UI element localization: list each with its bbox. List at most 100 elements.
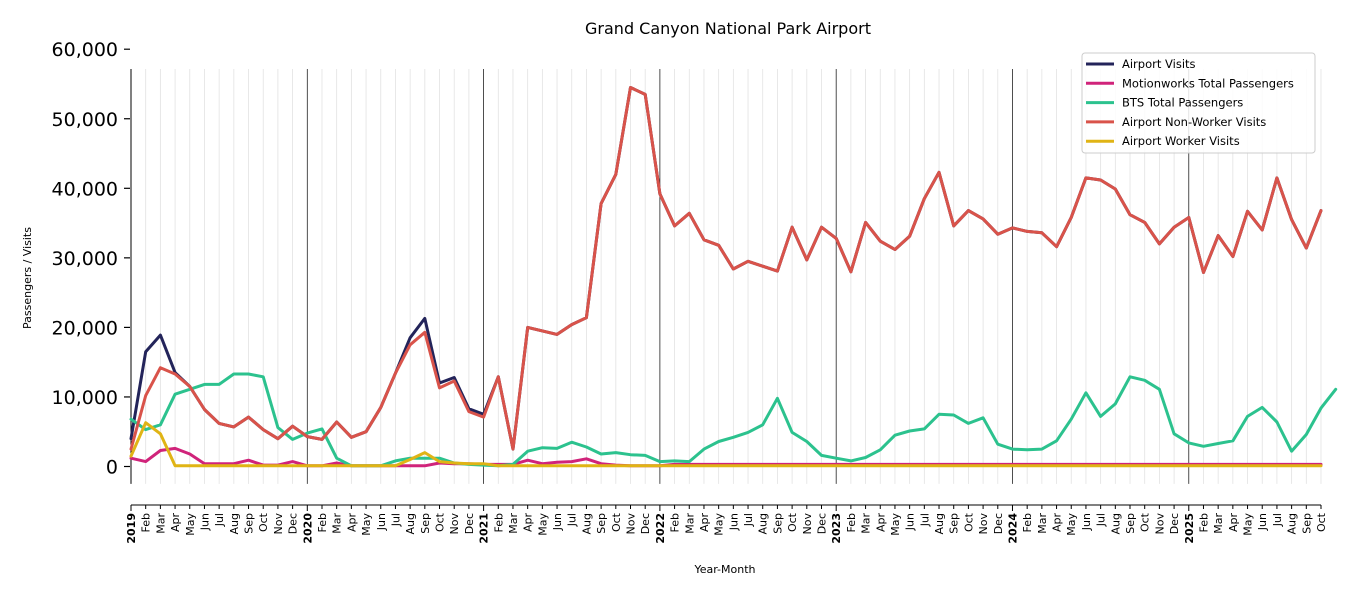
x-tick-label-year: 2021 [478,513,491,544]
x-tick-label-month: Oct [610,512,623,532]
x-tick-label-month: Aug [757,513,770,534]
x-tick-label-month: Feb [1197,513,1210,532]
y-tick-label: 0 [106,457,118,479]
x-tick-label-month: Aug [404,513,417,534]
x-tick-label-month: Jul [566,513,579,527]
y-axis-label: Passengers / Visits [21,227,34,329]
x-tick-label-month: Oct [1139,512,1152,532]
chart-title: Grand Canyon National Park Airport [585,19,871,38]
x-tick-label-month: Aug [228,513,241,534]
x-tick-label-month: Nov [448,513,461,535]
x-tick-label-month: Sep [771,513,784,534]
x-tick-label-year: 2019 [125,513,138,544]
legend-label: BTS Total Passengers [1122,96,1243,110]
x-tick-label-year: 2022 [654,513,667,544]
x-tick-label-month: May [184,513,197,536]
x-tick-label-month: Mar [1036,513,1049,534]
x-tick-label-month: Aug [580,513,593,534]
x-tick-label-month: Apr [1227,513,1240,533]
x-tick-label-month: Sep [243,513,256,534]
series-lines [129,86,1338,468]
x-tick-label-month: Jun [1080,513,1093,531]
x-tick-label-month: Mar [331,513,344,534]
x-tick-label-month: Aug [933,513,946,534]
x-tick-label-month: Dec [992,513,1005,534]
x-tick-label-month: Jul [389,513,402,527]
x-tick-label-month: Dec [639,513,652,534]
x-tick-label-month: Apr [169,513,182,533]
x-tick-label-month: Apr [1051,513,1064,533]
x-tick-label-month: May [889,513,902,536]
x-tick-label-month: Jul [213,513,226,527]
x-tick-label-month: Feb [669,513,682,532]
y-tick-label: 10,000 [52,387,118,409]
x-tick-label-year: 2023 [830,513,843,544]
x-tick-label-month: Feb [492,513,505,532]
x-tick-label-month: Jul [1095,513,1108,527]
x-tick-label-month: Dec [1168,513,1181,534]
x-tick-label-month: Nov [272,513,285,535]
x-tick-label-month: Jun [375,513,388,531]
y-tick-label: 40,000 [52,178,118,200]
x-tick-label-month: Apr [522,513,535,533]
axes [130,69,1321,506]
x-tick-label-month: Jun [727,513,740,531]
legend-box [1081,52,1316,154]
x-tick-label-month: Dec [463,513,476,534]
x-tick-label-year: 2025 [1183,513,1196,544]
x-tick-label-month: Nov [1153,513,1166,535]
y-tick-label: 30,000 [52,248,118,270]
x-tick-label-month: Aug [1109,513,1122,534]
legend-label: Airport Non-Worker Visits [1122,115,1266,129]
x-tick-label-month: Nov [625,513,638,535]
x-tick-label-year: 2024 [1006,513,1019,544]
x-tick-label-month: Jul [918,513,931,527]
x-tick-label-month: Oct [962,512,975,532]
x-tick-label-year: 2020 [301,513,314,544]
x-tick-label-month: Jun [198,513,211,531]
x-tick-label-month: Jul [1271,513,1284,527]
x-tick-label-month: Jun [904,513,917,531]
series-line [129,421,1323,468]
series-line [129,86,1323,451]
x-tick-label-month: Feb [1021,513,1034,532]
legend: Airport Visits Motionworks Total Passenge… [1081,52,1316,154]
legend-label: Airport Visits [1122,57,1196,71]
x-tick-label-month: Dec [287,513,300,534]
x-tick-label-month: Mar [507,513,520,534]
x-tick-label-month: Nov [801,513,814,535]
x-tick-label-month: Feb [316,513,329,532]
x-tick-label-month: Jul [742,513,755,527]
x-tick-label-month: Jun [1256,513,1269,531]
x-tick-label-month: Apr [874,513,887,533]
y-tick-label: 60,000 [52,39,118,61]
x-tick-label-month: Mar [860,513,873,534]
x-tick-label-month: Apr [698,513,711,533]
x-tick-label-month: May [360,513,373,536]
x-tick-label-month: May [713,513,726,536]
x-tick-label-month: Apr [345,513,358,533]
series-line [129,446,1323,468]
x-tick-label-month: Oct [786,512,799,532]
x-tick-label-month: Oct [434,512,447,532]
x-tick-label-month: Sep [1300,513,1313,534]
x-tick-label-month: Oct [1315,512,1328,532]
x-tick-label-month: Oct [257,512,270,532]
x-tick-label-month: Dec [815,513,828,534]
x-tick-label-month: Sep [1124,513,1137,534]
y-ticks: 0 10,000 20,000 30,000 40,000 50,000 60,000 [52,39,130,479]
legend-label: Airport Worker Visits [1122,134,1240,148]
legend-label: Motionworks Total Passengers [1122,76,1294,90]
x-axis-label: Year-Month [693,563,755,576]
x-tick-label-month: Feb [845,513,858,532]
x-tick-label-month: Feb [140,513,153,532]
x-tick-label-month: Nov [977,513,990,535]
y-tick-label: 50,000 [52,109,118,131]
x-tick-label-month: Sep [948,513,961,534]
x-tick-label-month: May [536,513,549,536]
x-tick-label-month: Sep [595,513,608,534]
x-tick-label-month: Mar [683,513,696,534]
x-tick-label-month: Aug [1286,513,1299,534]
x-tick-label-month: Sep [419,513,432,534]
